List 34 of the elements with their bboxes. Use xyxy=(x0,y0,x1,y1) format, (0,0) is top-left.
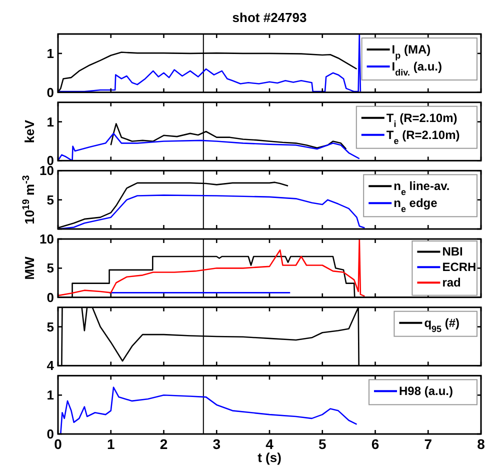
legend-label: T$_{e}$ (R=2.10m) xyxy=(386,128,460,146)
y-tick-label: 0 xyxy=(46,84,54,100)
legend-label: n$_{e}$ edge xyxy=(394,196,438,214)
y-tick-label: 5 xyxy=(46,192,54,208)
y-tick-label: 4 xyxy=(46,358,55,374)
legend-label: ECRH xyxy=(442,260,476,274)
y-axis-title: MW xyxy=(22,256,37,280)
y-axis-title: keV xyxy=(22,120,37,144)
y-tick-label: 1 xyxy=(46,114,54,130)
x-tick-label: 8 xyxy=(477,436,486,452)
x-tick-label: 2 xyxy=(160,436,168,452)
x-tick-label: 7 xyxy=(424,436,432,452)
x-tick-label: 6 xyxy=(371,436,380,452)
x-axis-title: t (s) xyxy=(258,450,282,465)
legend-label: NBI xyxy=(442,244,463,259)
y-tick-label: 5 xyxy=(46,260,54,276)
legend-label: H98 (a.u.) xyxy=(399,384,454,398)
x-tick-label: 5 xyxy=(318,436,326,452)
x-tick-label: 4 xyxy=(266,436,274,452)
y-tick-label: 0 xyxy=(46,290,54,305)
y-tick-label: 0 xyxy=(46,426,54,442)
y-tick-label: 10 xyxy=(40,232,54,246)
y-tick-label: 5 xyxy=(46,319,54,334)
legend-label: q$_{95}$ (#) xyxy=(424,316,460,334)
legend-label: T$_{i}$ (R=2.10m) xyxy=(386,110,458,129)
y-tick-label: 1 xyxy=(46,46,54,61)
legend-label: I$_{p}$ (MA) xyxy=(392,42,431,60)
legend-label: rad xyxy=(442,276,461,290)
x-tick-label: 3 xyxy=(212,436,221,452)
y-tick-label: 1 xyxy=(46,388,54,403)
legend-label: I$_{div.}$ (a.u.) xyxy=(392,60,442,78)
x-tick-label: 1 xyxy=(106,436,115,452)
chart-title: shot #24793 xyxy=(232,10,307,25)
legend-label: n$_{e}$ line-av. xyxy=(394,179,450,198)
